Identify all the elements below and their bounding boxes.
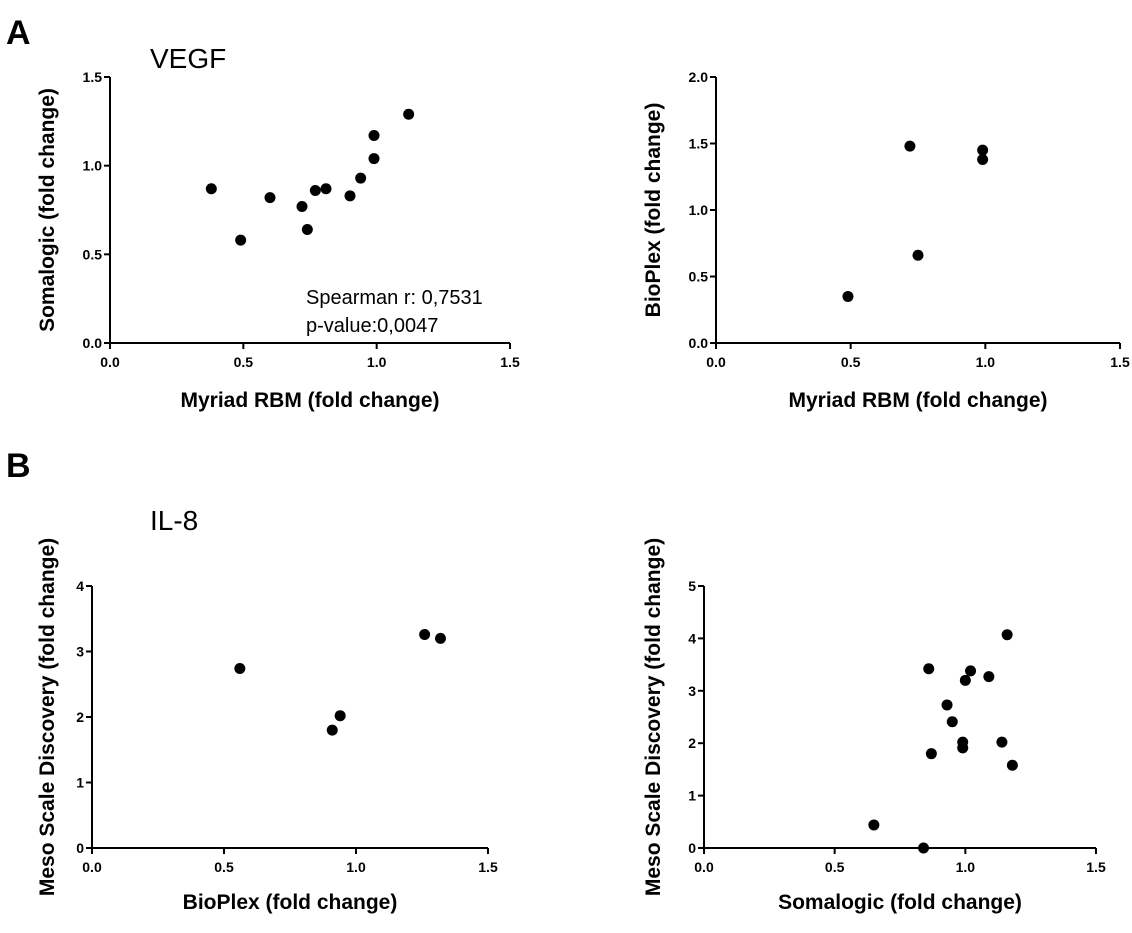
x-tick-label: 0.5 [825,859,845,875]
y-tick-label: 1 [688,788,696,804]
data-point [941,699,953,711]
y-tick-label: 0.5 [83,246,103,262]
data-point [368,130,380,142]
scatter-chart-il8-somalogic: 0.0 0.5 1.0 1.5 0 1 2 3 4 5 Somalogic (fold change… [642,538,1106,914]
data-point [205,183,217,195]
data-point [977,144,989,156]
data-point [904,140,916,152]
data-point [1001,629,1013,641]
data-point [355,172,367,184]
data-point [912,249,924,261]
y-axis-label: Somalogic (fold change) [36,88,59,332]
x-tick-label: 0.5 [841,354,861,370]
scatter-chart-vegf-somalogic: 0.0 0.5 1.0 1.5 0.0 0.5 1.0 1.5 Myriad RBM (fold… [36,43,520,412]
x-tick-label: 1.5 [500,354,520,370]
data-point [320,183,332,195]
x-tick-label: 1.0 [956,859,976,875]
data-point [434,632,446,644]
y-tick-label: 1.0 [689,202,709,218]
data-point [264,192,276,204]
y-tick-label: 0.5 [689,269,709,285]
x-tick-label: 0.5 [214,859,234,875]
data-point [996,736,1008,748]
y-tick-label: 0 [688,840,696,856]
y-axis-label: Meso Scale Discovery (fold change) [642,538,665,896]
data-point [235,234,247,246]
y-tick-label: 1.5 [689,136,709,152]
data-point [296,200,308,212]
y-tick-label: 0 [76,840,84,856]
y-tick-label: 0.0 [83,335,103,351]
data-point [965,665,977,677]
data-point [334,710,346,722]
chart-title: VEGF [150,43,226,74]
x-tick-label: 1.5 [1110,354,1130,370]
data-point [918,842,930,854]
y-tick-label: 2.0 [689,69,709,85]
x-tick-label: 1.0 [346,859,366,875]
x-tick-label: 1.0 [367,354,387,370]
panel-label-b: B [6,447,31,485]
panel-label-a: A [6,14,31,52]
scatter-chart-vegf-bioplex: 0.0 0.5 1.0 1.5 0.0 0.5 1.0 1.5 2.0 Myriad RBM (f… [642,69,1130,412]
x-axis-label: BioPlex (fold change) [183,891,398,914]
y-axis-label: BioPlex (fold change) [642,103,665,318]
data-point [868,819,880,831]
stats-annotation: p-value:0,0047 [306,315,438,337]
data-point [301,224,313,236]
data-point [419,628,431,640]
data-point [403,108,415,120]
x-tick-label: 0.0 [100,354,120,370]
x-tick-label: 0.0 [82,859,102,875]
x-tick-label: 1.5 [478,859,498,875]
y-tick-label: 1.0 [83,158,103,174]
y-tick-label: 0.0 [689,335,709,351]
y-tick-label: 3 [76,644,84,660]
x-axis-label: Myriad RBM (fold change) [180,389,439,412]
x-tick-label: 0.0 [694,859,714,875]
y-tick-label: 2 [688,735,696,751]
data-point [983,671,995,683]
data-point [842,290,854,302]
data-point [923,663,935,675]
stats-annotation: Spearman r: 0,7531 [306,287,483,309]
y-tick-label: 4 [76,578,84,594]
data-point [925,748,937,760]
data-point [309,184,321,196]
x-tick-label: 1.5 [1086,859,1106,875]
x-tick-label: 0.0 [706,354,726,370]
data-point [344,190,356,202]
data-point [959,674,971,686]
x-axis-label: Myriad RBM (fold change) [788,389,1047,412]
data-point [957,742,969,754]
y-tick-label: 1.5 [83,69,103,85]
y-tick-label: 4 [688,630,696,646]
data-point [326,724,338,736]
y-axis-label: Meso Scale Discovery (fold change) [36,538,59,896]
data-point [1006,759,1018,771]
x-tick-label: 1.0 [976,354,996,370]
y-tick-label: 1 [76,775,84,791]
y-tick-label: 2 [76,709,84,725]
data-point [234,663,246,675]
data-point [946,716,958,728]
chart-title: IL-8 [150,505,198,536]
y-tick-label: 5 [688,578,696,594]
data-point [368,153,380,165]
x-tick-label: 0.5 [234,354,254,370]
scatter-chart-il8-bioplex: 0.0 0.5 1.0 1.5 0 1 2 3 4 BioPlex (fold change) Me… [36,505,498,914]
x-axis-label: Somalogic (fold change) [778,891,1022,914]
y-tick-label: 3 [688,683,696,699]
data-point [977,153,989,165]
